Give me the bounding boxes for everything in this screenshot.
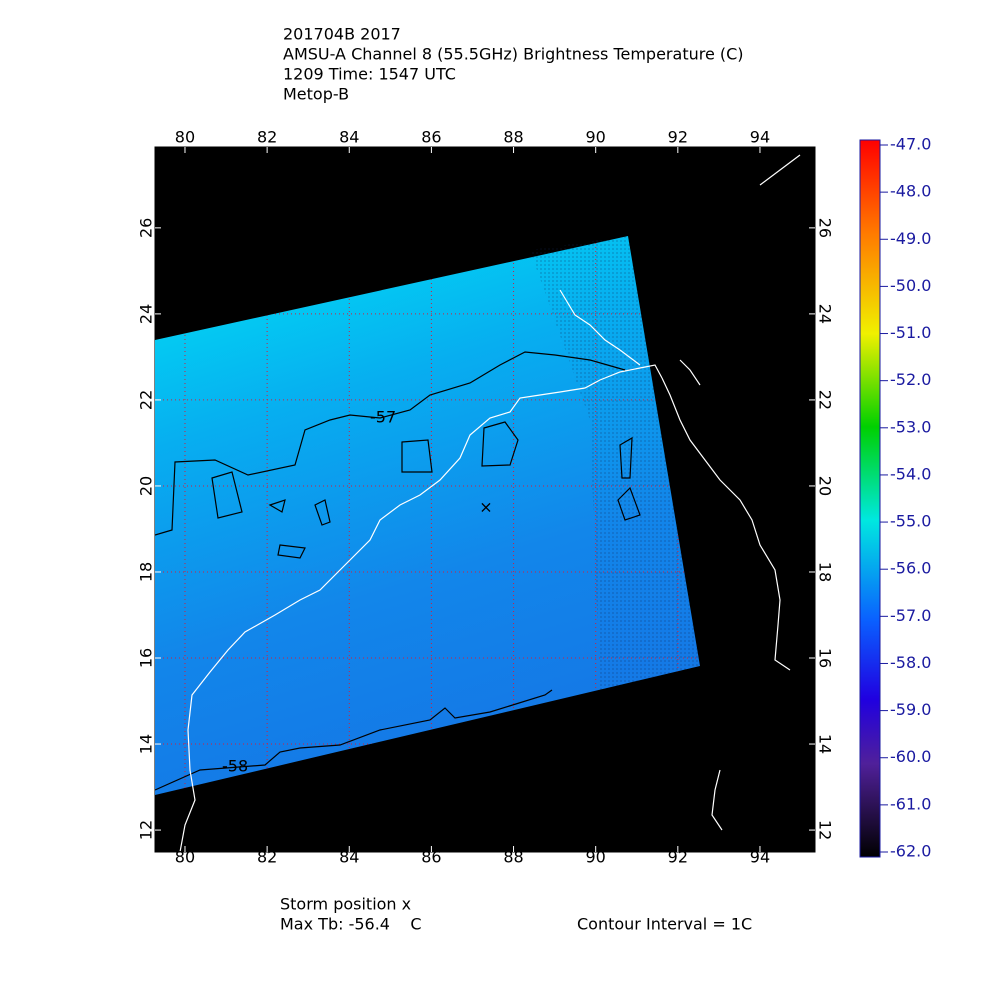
lat-tick-label: 24 — [137, 304, 156, 324]
lon-tick-label: 86 — [421, 128, 441, 147]
colorbar-ticks: -47.0 -48.0 -49.0 -50.0 -51.0 -52.0 -53.0 -54.0… — [880, 135, 931, 861]
lon-tick-label: 84 — [339, 128, 359, 147]
lat-tick-label: 20 — [816, 476, 835, 496]
lon-tick-label: 80 — [175, 128, 195, 147]
title-line: 201704B 2017 — [283, 25, 401, 44]
colorbar-tick-label: -54.0 — [890, 464, 931, 483]
lat-tick-label: 12 — [137, 820, 156, 840]
colorbar-tick-label: -59.0 — [890, 700, 931, 719]
lat-tick-label: 22 — [137, 390, 156, 410]
colorbar-tick-label: -48.0 — [890, 182, 931, 201]
colorbar-tick-label: -60.0 — [890, 747, 931, 766]
title-line: 1209 Time: 1547 UTC — [283, 65, 456, 84]
contour-line — [481, 421, 519, 467]
lon-tick-label: 94 — [750, 848, 770, 867]
colorbar-tick-label: -56.0 — [890, 559, 931, 578]
colorbar-tick-label: -50.0 — [890, 276, 931, 295]
coastline-line — [679, 359, 701, 386]
lon-tick-label: 90 — [586, 848, 606, 867]
lon-tick-label: 88 — [503, 848, 523, 867]
storm-position-note: Storm position x — [280, 895, 411, 914]
contour-line — [155, 689, 553, 791]
colorbar-tick-label: -61.0 — [890, 794, 931, 813]
lon-tick-label: 84 — [339, 848, 359, 867]
lat-tick-label: 20 — [137, 476, 156, 496]
colorbar-scale — [859, 139, 881, 858]
max-tb-note: Max Tb: -56.4 C — [280, 915, 421, 934]
lat-tick-label: 26 — [137, 218, 156, 238]
contour-line — [401, 439, 433, 473]
contour-label: -57 — [370, 408, 396, 427]
lon-tick-label: 94 — [750, 128, 770, 147]
swath-edge-hatching — [530, 236, 700, 690]
coastline-line — [711, 769, 723, 831]
lat-tick-label: 24 — [816, 304, 835, 324]
coastline-line — [179, 364, 663, 853]
lat-tick-label: 14 — [137, 734, 156, 754]
lon-tick-label: 80 — [175, 848, 195, 867]
lat-tick-label: 26 — [816, 218, 835, 238]
colorbar-tick-label: -58.0 — [890, 653, 931, 672]
title-block: 201704B 2017 AMSU-A Channel 8 (55.5GHz) … — [283, 25, 744, 104]
colorbar-tick-label: -57.0 — [890, 606, 931, 625]
lon-tick-label: 86 — [421, 848, 441, 867]
lat-tick-label: 16 — [137, 648, 156, 668]
colorbar-tick-label: -53.0 — [890, 417, 931, 436]
colorbar: -47.0 -48.0 -49.0 -50.0 -51.0 -52.0 -53.0 -54.0… — [859, 135, 931, 861]
lon-tick-label: 82 — [257, 128, 277, 147]
colorbar-tick-label: -47.0 — [890, 135, 931, 154]
lat-tick-label: 14 — [816, 734, 835, 754]
title-line: Metop-B — [283, 85, 349, 104]
storm-marker: × — [479, 498, 492, 517]
lat-tick-label: 12 — [816, 820, 835, 840]
lon-tick-label: 88 — [503, 128, 523, 147]
contour-line — [617, 436, 641, 521]
colorbar-tick-label: -52.0 — [890, 370, 931, 389]
contour-line — [155, 351, 626, 536]
contour-line — [277, 544, 306, 559]
lon-tick-label: 92 — [668, 848, 688, 867]
lat-tick-label: 18 — [816, 562, 835, 582]
contour-line — [314, 499, 331, 526]
colorbar-tick-label: -51.0 — [890, 323, 931, 342]
lat-tick-label: 22 — [816, 390, 835, 410]
coastline — [179, 154, 801, 853]
colorbar-tick-label: -49.0 — [890, 229, 931, 248]
coastline-line — [759, 154, 801, 186]
colorbar-tick-label: -62.0 — [890, 842, 931, 861]
lat-tick-label: 18 — [137, 562, 156, 582]
lon-tick-label: 92 — [668, 128, 688, 147]
data-swath — [155, 236, 700, 795]
contour-label: -58 — [222, 757, 248, 776]
map-ticks: 80 80 82 82 84 84 86 86 88 88 90 90 92 92 94 94 12 12 14 14… — [137, 128, 835, 867]
coastline-line — [661, 377, 791, 671]
contour-line — [211, 471, 243, 519]
lat-tick-label: 16 — [816, 648, 835, 668]
lon-tick-label: 90 — [586, 128, 606, 147]
contours — [155, 351, 641, 791]
contour-interval-note: Contour Interval = 1C — [577, 915, 752, 934]
contour-line — [268, 499, 286, 513]
title-line: AMSU-A Channel 8 (55.5GHz) Brightness Te… — [283, 45, 744, 64]
lon-tick-label: 82 — [257, 848, 277, 867]
coastline-line — [559, 289, 641, 366]
colorbar-tick-label: -55.0 — [890, 512, 931, 531]
